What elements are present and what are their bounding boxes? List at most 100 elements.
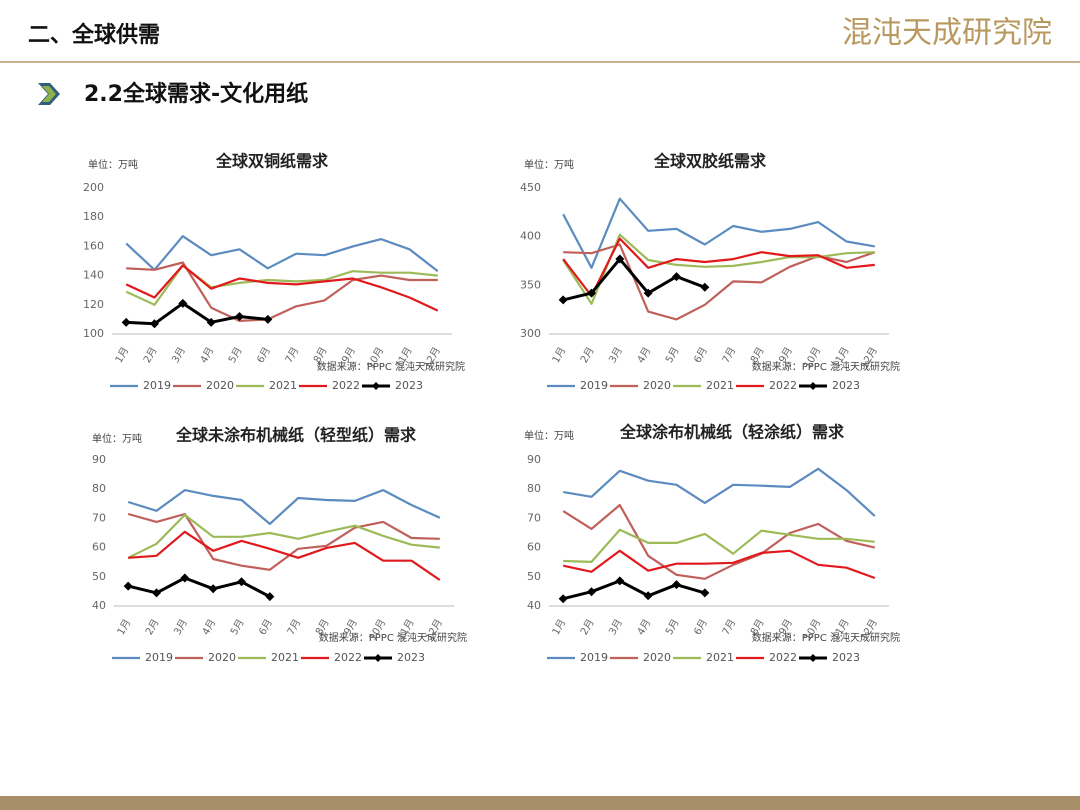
logo: 混沌天成研究院 [842,16,1052,51]
series-line [563,467,876,517]
point-marker [615,254,625,264]
series-line [562,237,875,298]
x-tick-label: 1月 [550,617,569,637]
legend-label: 2022 [334,651,362,664]
series-line [127,512,440,571]
unit-label: 单位：万吨 [88,158,138,171]
x-tick-label: 4月 [200,617,219,637]
point-marker [700,282,710,292]
point-marker [672,580,681,590]
x-tick-label: 4月 [635,617,654,637]
section-title: 二、全球供需 [28,22,160,48]
y-tick-label: 450 [520,181,541,194]
series-line [562,503,876,580]
legend-label: 2021 [269,379,297,392]
bullet-arrow-inner [42,86,56,102]
legend-label: 2021 [706,379,734,392]
legend-label: 2020 [643,379,671,392]
point-marker [265,592,275,602]
point-marker [558,594,568,604]
x-tick-label: 5月 [226,345,245,365]
x-tick-label: 3月 [169,345,188,365]
x-tick-label: 6月 [691,345,710,365]
series-line [127,489,441,525]
x-tick-label: 3月 [171,617,190,637]
y-tick-label: 50 [92,570,106,583]
y-tick-label: 60 [527,541,541,554]
legend-marker [374,654,382,662]
x-tick-label: 7月 [720,345,739,365]
source-note: 数据来源：PPPC 混沌天成研究院 [752,360,900,373]
y-tick-label: 400 [520,230,541,243]
y-tick-label: 140 [83,269,104,282]
x-tick-label: 7月 [720,617,739,637]
x-tick-label: 7月 [283,345,302,365]
legend-label: 2023 [832,651,860,664]
x-tick-label: 1月 [113,345,132,365]
series-line [128,530,441,581]
chart-title: 全球涂布机械纸（轻涂纸）需求 [619,423,845,442]
x-tick-label: 4月 [635,345,654,365]
x-tick-label: 6月 [256,617,275,637]
unit-label: 单位：万吨 [92,432,142,445]
legend-label: 2020 [208,651,236,664]
y-tick-label: 100 [83,327,104,340]
point-marker [558,295,568,305]
y-tick-label: 200 [83,181,104,194]
unit-label: 单位：万吨 [524,429,574,442]
point-marker [263,314,273,324]
point-marker [643,288,653,298]
source-note: 数据来源：PPPC 混沌天成研究院 [319,631,467,644]
series-line [125,235,439,273]
x-tick-label: 5月 [663,345,682,365]
series-line [127,513,440,559]
x-tick-label: 7月 [285,617,304,637]
point-marker [700,588,710,598]
legend-marker [809,382,817,390]
chart-title: 全球双铜纸需求 [215,152,329,171]
y-tick-label: 40 [527,599,541,612]
legend-label: 2019 [580,379,608,392]
y-tick-label: 300 [520,327,541,340]
x-tick-label: 6月 [254,345,273,365]
y-tick-label: 120 [83,298,104,311]
legend-label: 2023 [832,379,860,392]
x-tick-label: 2月 [143,617,162,637]
legend-label: 2021 [706,651,734,664]
y-tick-label: 60 [92,541,106,554]
series-line [562,549,876,580]
x-tick-label: 4月 [198,345,217,365]
y-tick-label: 350 [520,278,541,291]
point-marker [587,587,596,597]
series-line [562,257,706,302]
legend-label: 2023 [395,379,423,392]
unit-label: 单位：万吨 [524,158,574,171]
series-line [127,576,271,599]
y-tick-label: 90 [92,453,106,466]
y-tick-label: 80 [527,482,541,495]
series-line [125,264,439,312]
point-marker [150,319,159,329]
series-line [562,579,706,601]
legend-label: 2022 [332,379,360,392]
x-tick-label: 3月 [606,617,625,637]
y-tick-label: 70 [92,511,106,524]
series-line [126,301,268,326]
chart-title: 全球双胶纸需求 [653,152,767,171]
legend-label: 2019 [143,379,171,392]
y-tick-label: 180 [83,210,104,223]
x-tick-label: 2月 [578,345,597,365]
series-line [562,197,875,269]
x-tick-label: 1月 [550,345,569,365]
point-marker [237,577,246,587]
legend-marker [809,654,817,662]
point-marker [121,317,131,327]
x-tick-label: 2月 [578,617,597,637]
series-line [125,264,438,306]
x-tick-label: 1月 [115,617,134,637]
point-marker [208,584,218,594]
point-marker [178,298,188,308]
y-tick-label: 70 [527,511,541,524]
